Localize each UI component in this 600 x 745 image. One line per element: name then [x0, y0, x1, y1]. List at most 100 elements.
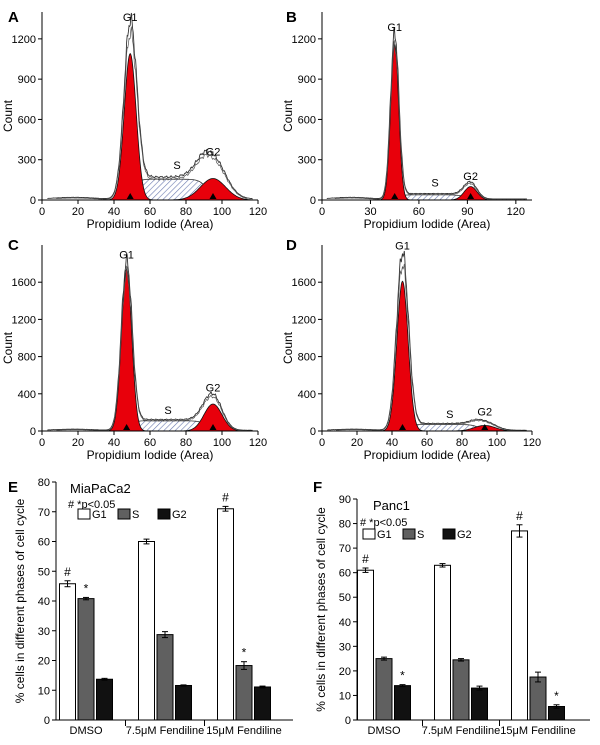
significance-note: # *p<0.05 — [68, 499, 115, 511]
bar-g1 — [357, 569, 374, 721]
peak-label: G1 — [395, 240, 410, 252]
legend-swatch — [157, 508, 171, 520]
bar-g2 — [96, 678, 113, 721]
y-tick-label: 1200 — [292, 314, 316, 326]
y-tick-label: 800 — [18, 352, 36, 364]
significance-mark: # — [516, 509, 523, 523]
x-tick-label: 0 — [39, 206, 45, 218]
x-tick-label: 120 — [507, 206, 525, 218]
legend-label: G2 — [457, 529, 472, 541]
peak-label: S — [173, 160, 180, 172]
y-tick-label: 1200 — [292, 34, 316, 46]
significance-note: # *p<0.05 — [360, 517, 407, 529]
bar-g1 — [138, 541, 155, 721]
y-tick-label: 40 — [38, 596, 50, 608]
g1-peak-area — [105, 52, 156, 201]
x-tick-label: 120 — [523, 437, 541, 449]
x-tick-label: 120 — [249, 206, 267, 218]
bar-s — [529, 676, 547, 721]
histogram-curve — [327, 250, 527, 431]
x-tick-label: 80 — [456, 437, 468, 449]
fit-curve — [334, 39, 523, 200]
peak-label: G2 — [463, 171, 478, 183]
y-tick-label: 0 — [345, 715, 351, 727]
y-tick-label: 600 — [18, 114, 36, 126]
peak-label: G2 — [206, 382, 221, 394]
x-tick-label: 60 — [144, 206, 156, 218]
y-tick-label: 400 — [18, 389, 36, 401]
x-tick-label: 20 — [72, 437, 84, 449]
y-tick-label: 60 — [38, 537, 50, 549]
y-tick-label: 30 — [339, 641, 351, 653]
panel-letter: C — [8, 237, 19, 254]
y-axis-label: Count — [1, 99, 15, 132]
x-tick-label: 40 — [108, 206, 120, 218]
x-tick-label: 0 — [39, 437, 45, 449]
significance-mark: * — [84, 581, 89, 595]
x-axis-label: Propidium Iodide (Area) — [87, 217, 214, 231]
histogram-panel-D: 0 400 800 1200 1600 0 20 40 60 80 100 120 G1 S G2 Propi… — [281, 237, 541, 462]
y-tick-label: 300 — [18, 155, 36, 167]
x-tick-label: 120 — [249, 437, 267, 449]
x-tick-label: 60 — [421, 437, 433, 449]
y-tick-label: 50 — [339, 592, 351, 604]
x-tick-label: 80 — [180, 206, 192, 218]
histogram-panel-C: 0 400 800 1200 1600 0 20 40 60 80 100 120 G1 S G2 Propi… — [1, 237, 267, 462]
significance-mark: # — [64, 565, 71, 579]
x-axis-label: Propidium Iodide (Area) — [364, 448, 491, 462]
bar-s — [452, 659, 470, 721]
category-label: 7.5μM Fendiline — [126, 725, 205, 737]
y-tick-label: 40 — [339, 617, 351, 629]
legend-label: G1 — [377, 529, 392, 541]
category-label: 15μM Fendiline — [500, 725, 575, 737]
histogram-panel-A: 0 300 600 900 1200 0 20 40 60 80 100 120 G1 S G2 Propid… — [1, 9, 267, 231]
bar-g1 — [217, 508, 234, 721]
panel-letter: A — [8, 9, 19, 26]
y-tick-label: 1600 — [292, 277, 316, 289]
category-label: DMSO — [70, 725, 103, 737]
bar-g1 — [434, 564, 451, 721]
y-axis-label: % cells in different phases of cell cycl… — [314, 507, 328, 712]
legend-label: G2 — [172, 509, 187, 521]
chart-title: MiaPaCa2 — [70, 481, 131, 496]
significance-mark: # — [222, 490, 229, 504]
y-tick-label: 80 — [38, 477, 50, 489]
legend-label: S — [132, 509, 139, 521]
g1-peak-area — [101, 268, 152, 432]
x-tick-label: 100 — [213, 206, 231, 218]
x-tick-label: 80 — [180, 437, 192, 449]
y-tick-label: 30 — [38, 626, 50, 638]
histogram-curve — [47, 252, 253, 431]
peak-marker — [126, 193, 134, 199]
bar-g2 — [471, 687, 488, 721]
y-tick-label: 90 — [339, 494, 351, 506]
bar-g2 — [254, 686, 271, 721]
significance-mark: * — [554, 689, 559, 703]
bar-s — [375, 658, 393, 721]
x-tick-label: 100 — [213, 437, 231, 449]
peak-label: S — [431, 177, 438, 189]
y-tick-label: 60 — [339, 568, 351, 580]
x-tick-label: 30 — [364, 206, 376, 218]
legend-label: G1 — [92, 509, 107, 521]
legend-swatch — [362, 528, 376, 540]
category-label: DMSO — [368, 725, 401, 737]
peak-marker — [123, 424, 131, 430]
peak-marker — [467, 193, 475, 199]
peak-marker — [209, 193, 217, 199]
histogram-panel-B: 0 300 600 900 1200 0 30 60 90 120 G1 S G2 Propidium I… — [281, 9, 532, 231]
x-tick-label: 100 — [488, 437, 506, 449]
x-tick-label: 40 — [386, 437, 398, 449]
x-tick-label: 60 — [144, 437, 156, 449]
y-tick-label: 0 — [44, 715, 50, 727]
histogram-curve — [47, 12, 253, 200]
chart-title: Panc1 — [373, 498, 410, 513]
bar-g1 — [511, 530, 528, 721]
y-tick-label: 400 — [298, 389, 316, 401]
y-tick-label: 1200 — [12, 314, 36, 326]
g2-peak-area — [173, 178, 253, 201]
panel-letter: D — [286, 237, 297, 254]
legend-label: S — [417, 529, 424, 541]
bar-g2 — [175, 684, 192, 721]
